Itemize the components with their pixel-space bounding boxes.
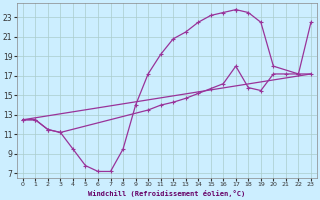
X-axis label: Windchill (Refroidissement éolien,°C): Windchill (Refroidissement éolien,°C) [88, 190, 245, 197]
